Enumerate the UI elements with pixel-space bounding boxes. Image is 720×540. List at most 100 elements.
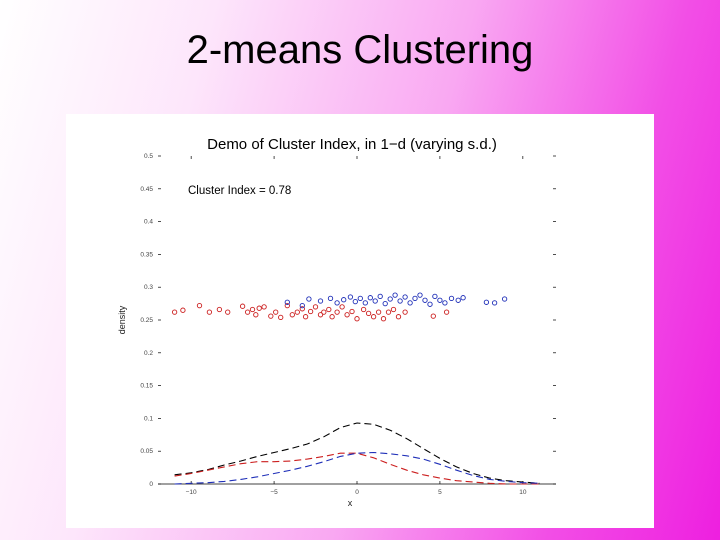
data-point: [360, 306, 367, 313]
data-point: [347, 294, 354, 300]
data-point: [196, 302, 203, 309]
data-point: [334, 309, 340, 315]
data-point: [253, 312, 259, 318]
data-point: [397, 298, 403, 304]
data-point: [382, 300, 388, 307]
data-point: [339, 304, 345, 310]
data-point: [390, 306, 397, 313]
data-point: [306, 296, 312, 302]
data-point: [299, 306, 305, 312]
data-point: [307, 308, 314, 315]
data-point: [321, 309, 327, 315]
data-point: [455, 297, 461, 303]
data-point: [312, 304, 319, 310]
data-point: [442, 300, 448, 306]
data-point: [329, 314, 335, 320]
data-point: [380, 316, 387, 322]
y-tick-label: 0.5: [144, 153, 153, 160]
data-point: [427, 301, 433, 307]
data-point: [299, 302, 305, 309]
data-point: [289, 312, 295, 318]
data-point: [302, 314, 309, 320]
y-tick-label: 0: [149, 481, 153, 488]
data-point: [341, 297, 347, 303]
x-axis-label: x: [348, 498, 353, 508]
points-layer: [171, 292, 508, 322]
data-point: [375, 309, 382, 315]
data-point: [278, 314, 284, 321]
data-point: [432, 293, 438, 300]
y-tick-label: 0.45: [140, 186, 153, 193]
data-point: [225, 309, 231, 315]
data-point: [216, 306, 223, 313]
data-point: [327, 295, 334, 302]
data-point: [422, 297, 428, 303]
data-point: [501, 296, 508, 302]
data-point: [417, 292, 423, 298]
x-tick-label: 5: [438, 489, 442, 496]
data-point: [334, 300, 340, 306]
y-tick-label: 0.35: [140, 251, 153, 258]
density-curve-1: [174, 452, 540, 485]
data-point: [483, 299, 490, 305]
data-point: [407, 300, 413, 306]
data-point: [377, 293, 383, 300]
y-tick-label: 0.15: [140, 383, 153, 390]
data-point: [317, 312, 324, 318]
chart-title: Demo of Cluster Index, in 1−d (varying s…: [207, 136, 497, 153]
data-point: [326, 306, 332, 313]
y-tick-label: 0.05: [140, 448, 153, 455]
data-point: [180, 307, 186, 313]
cluster-index-annotation: Cluster Index = 0.78: [188, 185, 291, 197]
data-point: [392, 292, 398, 298]
data-point: [349, 308, 355, 315]
density-chart: Demo of Cluster Index, in 1−d (varying s…: [117, 136, 556, 508]
data-point: [370, 314, 377, 320]
y-axis-label: density: [117, 305, 127, 334]
data-point: [239, 303, 246, 309]
x-tick-label: 0: [355, 489, 359, 496]
data-point: [273, 309, 279, 315]
data-point: [171, 309, 178, 315]
y-tick-label: 0.4: [144, 219, 153, 226]
data-point: [365, 310, 372, 317]
data-point: [268, 313, 274, 319]
data-point: [402, 309, 408, 315]
data-point: [491, 300, 498, 306]
data-point: [256, 305, 262, 311]
slide-title: 2-means Clustering: [186, 28, 534, 72]
data-point: [443, 309, 450, 315]
data-point: [261, 304, 267, 310]
data-point: [385, 309, 392, 315]
data-point: [372, 298, 378, 304]
data-point: [354, 316, 360, 322]
x-tick-label: 10: [519, 489, 527, 496]
data-point: [448, 295, 455, 302]
data-point: [412, 295, 418, 302]
data-point: [317, 298, 324, 304]
density-curve-0: [174, 422, 540, 484]
data-point: [357, 295, 363, 302]
data-point: [284, 302, 290, 309]
density-curve-2: [174, 451, 540, 485]
y-tick-label: 0.25: [140, 317, 153, 324]
data-point: [244, 309, 251, 315]
data-point: [437, 297, 443, 303]
x-tick-label: −10: [186, 489, 197, 496]
plot-axes: 0 0.05 0.1 0.15 0.2 0.25 0.3 0.35 0.4 0.45 0.5 −10 −…: [140, 153, 556, 496]
data-point: [362, 300, 368, 306]
data-point: [402, 294, 408, 300]
chart-figure: Demo of Cluster Index, in 1−d (varying s…: [66, 114, 654, 528]
data-point: [352, 298, 358, 305]
data-point: [249, 306, 256, 313]
data-point: [294, 309, 300, 315]
y-tick-label: 0.1: [144, 415, 153, 422]
data-point: [367, 295, 373, 301]
data-point: [284, 299, 290, 305]
y-tick-label: 0.3: [144, 284, 153, 291]
data-point: [206, 309, 213, 315]
data-point: [387, 296, 393, 302]
x-tick-label: −5: [270, 489, 278, 496]
data-point: [344, 312, 350, 318]
series-layer: [174, 422, 540, 485]
